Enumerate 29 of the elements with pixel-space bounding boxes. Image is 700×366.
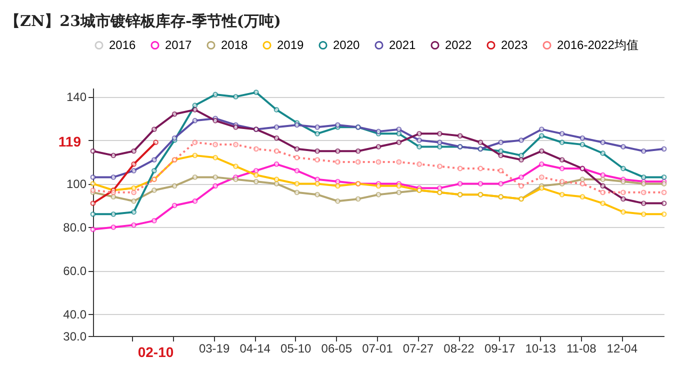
x-tick-label: 11-08 — [566, 342, 597, 356]
text: 119 — [58, 133, 82, 150]
y-tick-label: 40.0 — [63, 308, 87, 322]
y-tick-label: 30.0 — [63, 330, 87, 344]
x-tick-label: 07-01 — [362, 342, 394, 356]
chart-title: 【ZN】23城市镀锌板库存-季节性(万吨) — [5, 12, 281, 30]
legend-label: 2019 — [277, 38, 304, 52]
x-tick-label: 12-04 — [606, 342, 638, 356]
legend-label: 2018 — [221, 38, 248, 52]
x-tick-label: 09-17 — [484, 342, 516, 356]
legend-label: 2016 — [109, 38, 136, 52]
legend-label: 2017 — [165, 38, 192, 52]
legend-label: 2020 — [333, 38, 360, 52]
legend-label: 2023 — [501, 38, 528, 52]
x-tick-label: 03-19 — [198, 342, 230, 356]
y-tick-label: 80.0 — [63, 220, 87, 235]
x-tick-label: 06-05 — [321, 342, 352, 356]
text: 02-10 — [138, 344, 174, 360]
legend-label: 2016-2022均值 — [557, 38, 638, 52]
x-tick-label: 08-22 — [444, 342, 475, 356]
x-tick-label: 10-13 — [525, 342, 556, 356]
y-tick-label: 140 — [66, 90, 87, 104]
x-tick-label: 05-10 — [280, 342, 312, 356]
y-tick-label: 60.0 — [63, 264, 87, 278]
x-tick-label: 04-14 — [240, 342, 271, 356]
y-tick-label: 100 — [66, 177, 87, 192]
legend-label: 2022 — [445, 38, 472, 52]
x-tick-label: 07-27 — [402, 342, 434, 356]
legend-label: 2021 — [389, 38, 416, 52]
